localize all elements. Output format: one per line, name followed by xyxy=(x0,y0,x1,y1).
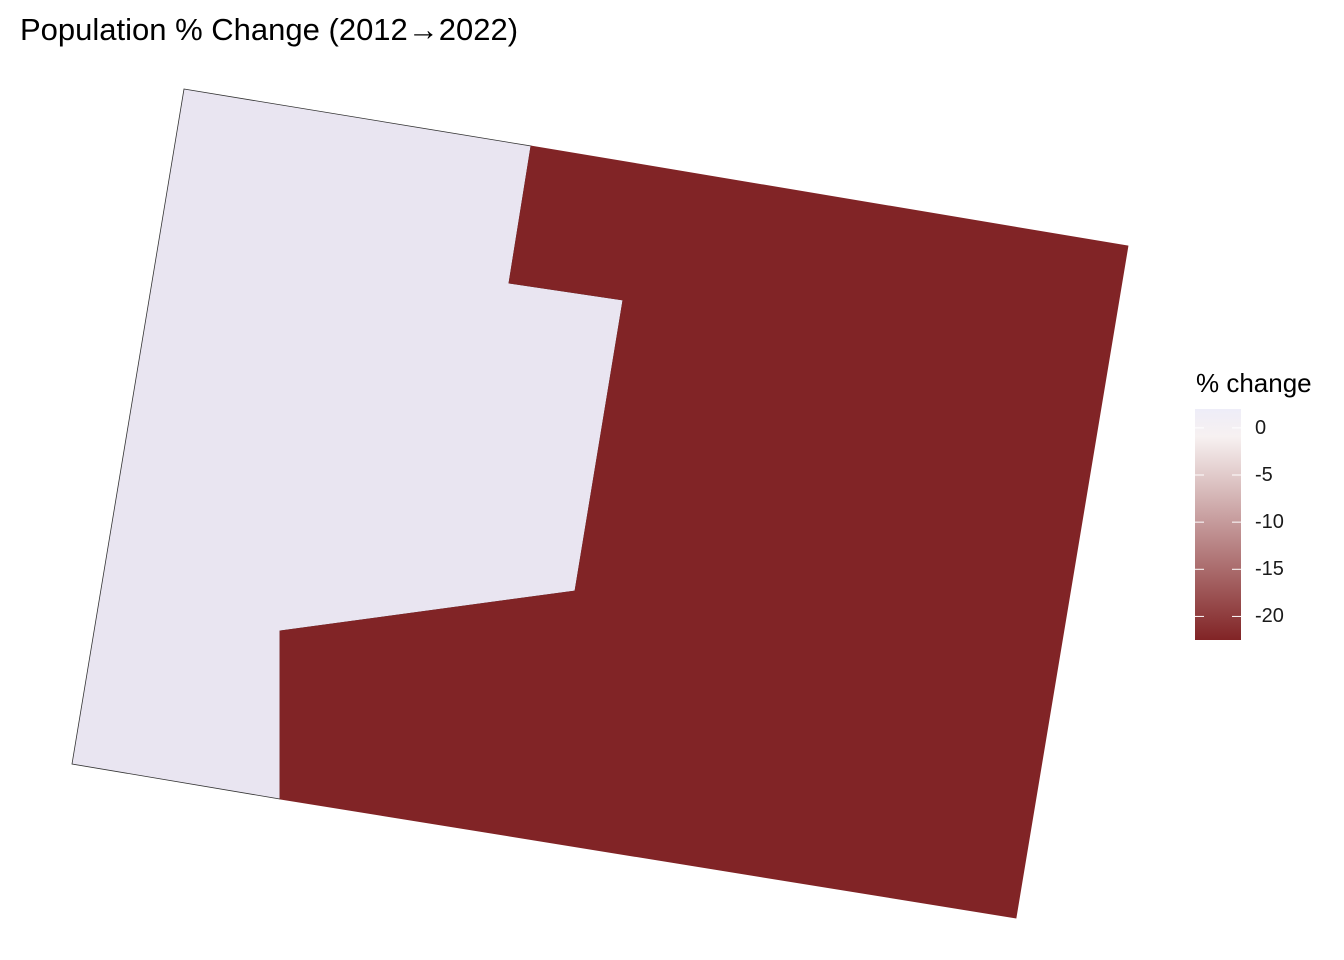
legend-tick-label: -5 xyxy=(1255,464,1273,486)
legend-tick-label: 0 xyxy=(1255,416,1267,439)
legend-tick-label: -20 xyxy=(1255,605,1284,628)
legend-colorbar xyxy=(1195,409,1241,640)
legend-tick-label: -15 xyxy=(1255,558,1284,581)
legend-tick-label: -10 xyxy=(1255,511,1284,534)
map-region-east[interactable] xyxy=(279,145,1129,919)
chart-title: Population % Change (2012→2022) xyxy=(20,12,519,47)
legend-title: % change xyxy=(1196,368,1312,398)
